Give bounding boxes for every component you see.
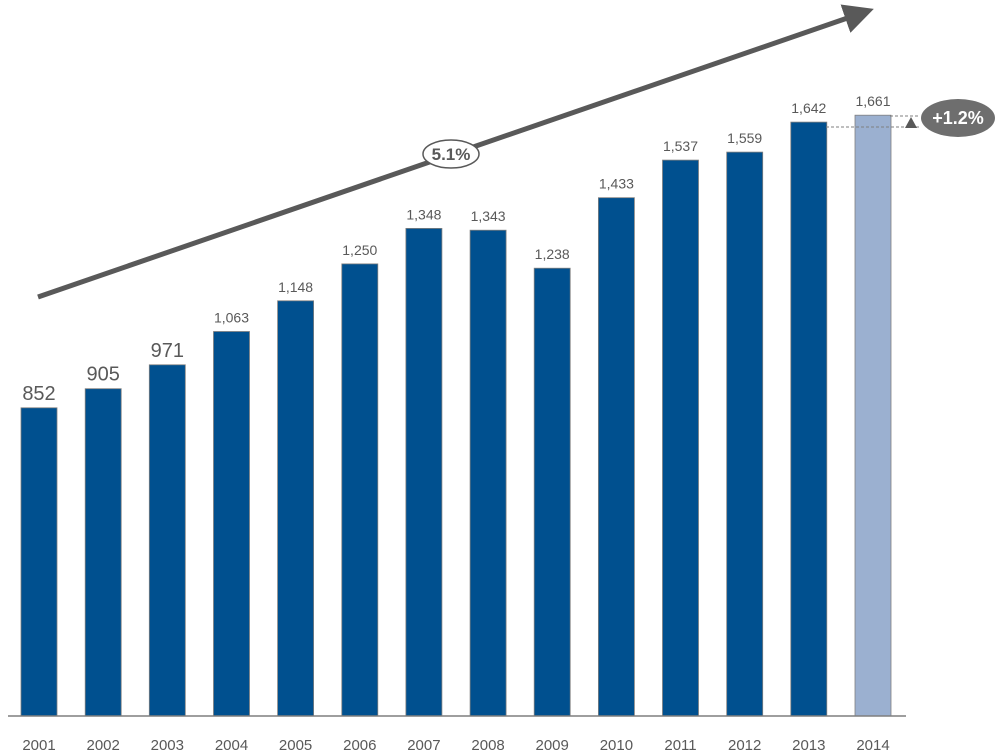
x-tick-label-2013: 2013 (792, 737, 825, 754)
bar-value-label-2014: 1,661 (855, 93, 890, 109)
bar-2001 (20, 407, 58, 717)
bar-2009 (533, 267, 571, 717)
x-tick-label-2009: 2009 (536, 737, 569, 754)
bar-value-label-2009: 1,238 (535, 246, 570, 262)
change-badge-oval (921, 99, 995, 137)
bar-value-label-2010: 1,433 (599, 176, 634, 192)
x-tick-label-2014: 2014 (856, 737, 889, 754)
bar-2010 (598, 197, 635, 717)
bar-value-label-2006: 1,250 (342, 242, 377, 258)
bar-2011 (662, 159, 699, 717)
bar-2005 (277, 300, 315, 717)
x-tick-label-2005: 2005 (279, 737, 312, 754)
bar-value-label-2011: 1,537 (663, 138, 698, 154)
bar-value-label-2003: 971 (151, 340, 184, 362)
bar-value-label-2012: 1,559 (727, 130, 762, 146)
change-up-triangle-icon (905, 117, 917, 128)
x-tick-label-2012: 2012 (728, 737, 761, 754)
x-tick-label-2010: 2010 (600, 737, 633, 754)
bar-value-label-2002: 905 (87, 364, 120, 386)
x-tick-label-2001: 2001 (22, 737, 55, 754)
bar-value-label-2007: 1,348 (406, 206, 441, 222)
bar-2013 (790, 121, 828, 717)
bar-value-label-2004: 1,063 (214, 310, 249, 326)
change-badge-label: +1.2% (932, 108, 984, 128)
bar-2002 (84, 388, 122, 717)
bar-2003 (148, 364, 186, 717)
trend-badge: 5.1% (422, 139, 480, 169)
bar-value-label-2008: 1,343 (471, 208, 506, 224)
x-tick-label-2006: 2006 (343, 737, 376, 754)
x-tick-label-2002: 2002 (87, 737, 120, 754)
x-tick-label-2008: 2008 (471, 737, 504, 754)
x-tick-label-2011: 2011 (664, 737, 696, 754)
change-badge: +1.2% (921, 99, 995, 137)
bar-2004 (213, 331, 250, 717)
bar-2006 (341, 263, 379, 717)
bar-value-label-2001: 852 (22, 383, 55, 405)
x-tick-label-2007: 2007 (407, 737, 440, 754)
bar-value-label-2013: 1,642 (791, 100, 826, 116)
trend-badge-oval (422, 139, 480, 169)
bar-2007 (405, 227, 443, 717)
x-tick-label-2004: 2004 (215, 737, 248, 754)
trend-badge-label: 5.1% (432, 145, 471, 164)
bar-2014 (854, 114, 892, 717)
value-labels-layer: 852 905 971 1,063 1,148 1,250 1,348 1,343 1,238 1… (22, 93, 890, 405)
bar-2008 (469, 229, 507, 717)
bar-2012 (726, 151, 764, 717)
x-tick-label-2003: 2003 (151, 737, 184, 754)
bar-value-label-2005: 1,148 (278, 279, 313, 295)
x-tick-labels: 2001 2002 2003 2004 2005 2006 2007 2008 2009 2010… (22, 737, 889, 754)
bars-layer (20, 114, 892, 717)
